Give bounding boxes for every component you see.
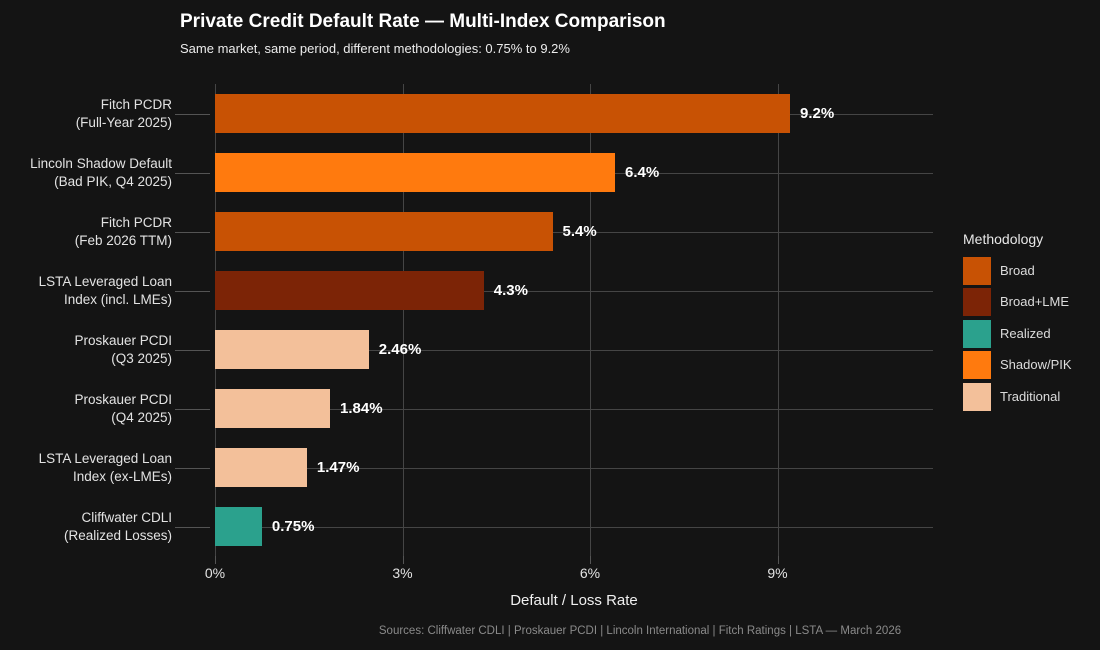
footer-sources: Sources: Cliffwater CDLI | Proskauer PCD…: [378, 625, 902, 637]
category-label: Proskauer PCDI (Q4 2025): [0, 391, 172, 427]
category-label-line: (Q3 2025): [111, 350, 172, 366]
category-label-line: (Realized Losses): [63, 527, 172, 543]
category-label: LSTA Leveraged Loan Index (incl. LMEs): [0, 273, 172, 309]
bar-value-label: 9.2%: [800, 104, 835, 122]
x-axis-label: Default / Loss Rate: [510, 592, 638, 609]
y-axis-tick: [175, 113, 210, 115]
bar: [215, 389, 330, 428]
bar-value-label: 1.47%: [316, 458, 360, 476]
gridline-horizontal: [215, 408, 933, 410]
x-axis-tick: [590, 556, 591, 564]
bar-value-label: 0.75%: [271, 517, 315, 535]
category-label-line: (Q4 2025): [111, 409, 172, 425]
bar: [215, 271, 484, 310]
gridline-vertical: [590, 84, 591, 556]
gridline-vertical: [777, 84, 779, 556]
y-axis-tick: [175, 349, 210, 351]
gridline-vertical: [402, 84, 404, 556]
category-label-line: LSTA Leveraged Loan: [38, 273, 172, 289]
legend-entry-label: Realized: [1000, 325, 1051, 341]
chart-subtitle: Same market, same period, different meth…: [180, 41, 570, 56]
x-axis-tick: [402, 556, 404, 564]
bar-value-label: 6.4%: [625, 163, 660, 181]
bar-value-label: 2.46%: [378, 340, 422, 358]
x-axis-tick: [777, 556, 779, 564]
gridline-vertical: [215, 84, 216, 556]
x-tick-label: 0%: [204, 565, 226, 581]
gridline-horizontal: [215, 467, 933, 469]
gridline-horizontal: [215, 231, 933, 233]
category-label-line: Cliffwater CDLI: [81, 509, 172, 525]
legend-swatch: [963, 288, 991, 317]
legend-swatch: [963, 382, 991, 411]
x-axis-tick: [215, 556, 216, 564]
gridline-horizontal: [215, 290, 933, 292]
legend-swatch: [963, 319, 991, 348]
category-label-line: Fitch PCDR: [100, 96, 172, 112]
category-label: LSTA Leveraged Loan Index (ex-LMEs): [0, 450, 172, 486]
bar-value-label: 5.4%: [562, 222, 597, 240]
y-axis-tick: [175, 408, 210, 410]
bar: [215, 153, 615, 192]
bar: [215, 448, 307, 487]
category-label-line: (Full-Year 2025): [75, 114, 172, 130]
legend-title: Methodology: [963, 231, 1044, 247]
category-label: Fitch PCDR (Feb 2026 TTM): [0, 214, 172, 250]
bar: [215, 330, 369, 369]
bar: [215, 212, 553, 251]
category-label: Fitch PCDR (Full-Year 2025): [0, 96, 172, 132]
gridline-horizontal: [215, 349, 933, 351]
y-axis-tick: [175, 290, 210, 292]
category-label-line: Proskauer PCDI: [74, 391, 172, 407]
y-axis-tick: [175, 172, 210, 174]
category-label-line: Proskauer PCDI: [74, 332, 172, 348]
bar: [215, 507, 262, 546]
legend-entry-label: Broad: [1000, 263, 1035, 278]
category-label: Proskauer PCDI (Q3 2025): [0, 332, 172, 368]
category-label-line: Index (ex-LMEs): [72, 468, 172, 484]
x-tick-label: 6%: [579, 565, 601, 581]
category-label: Lincoln Shadow Default (Bad PIK, Q4 2025): [0, 155, 172, 191]
category-label: Cliffwater CDLI (Realized Losses): [0, 509, 172, 545]
category-label-line: Lincoln Shadow Default: [30, 155, 172, 171]
legend-entry-label: Traditional: [1000, 388, 1061, 404]
bar-value-label: 1.84%: [340, 399, 383, 417]
legend-swatch: [963, 257, 991, 285]
y-axis-tick: [175, 467, 210, 469]
category-label-line: (Feb 2026 TTM): [74, 232, 172, 248]
chart-title: Private Credit Default Rate — Multi-Inde…: [180, 11, 666, 32]
legend-entry-label: Broad+LME: [1000, 294, 1070, 310]
bar: [215, 94, 790, 133]
y-axis-tick: [175, 231, 210, 233]
category-label-line: Index (incl. LMEs): [63, 291, 172, 307]
bar-value-label: 4.3%: [493, 281, 528, 299]
category-label-line: LSTA Leveraged Loan: [38, 450, 172, 466]
gridline-horizontal: [215, 526, 933, 528]
x-tick-label: 9%: [767, 565, 788, 581]
x-tick-label: 3%: [392, 565, 413, 581]
category-label-line: (Bad PIK, Q4 2025): [54, 173, 172, 189]
legend-swatch: [963, 351, 991, 380]
category-label-line: Fitch PCDR: [100, 214, 172, 230]
legend-entry-label: Shadow/PIK: [1000, 357, 1072, 373]
y-axis-tick: [175, 526, 210, 528]
